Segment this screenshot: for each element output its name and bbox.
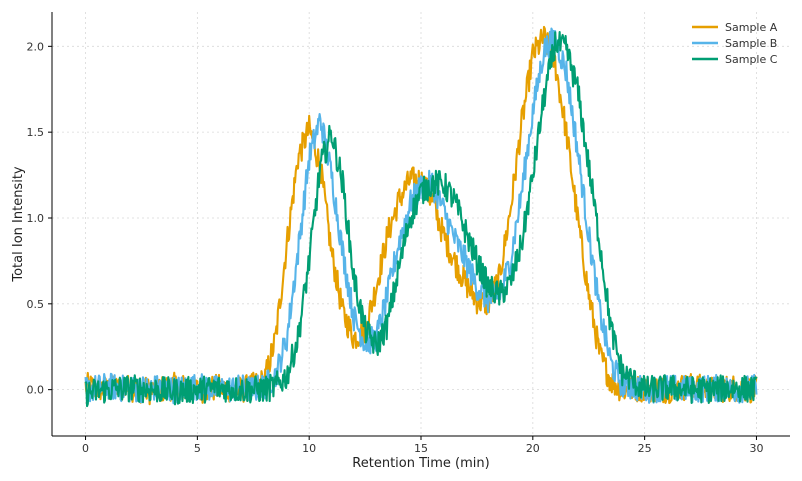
- x-tick-label: 15: [414, 442, 428, 455]
- y-tick-label: 1.5: [27, 126, 45, 139]
- y-ticks: 0.0 0.5 1.0 1.5 2.0: [27, 40, 52, 397]
- series-layer: [84, 25, 758, 408]
- x-axis-label: Retention Time (min): [352, 456, 489, 471]
- grid: [52, 12, 790, 436]
- y-tick-label: 2.0: [27, 40, 45, 53]
- series-line: [84, 30, 758, 408]
- legend-label: Sample C: [725, 53, 778, 66]
- legend-label: Sample A: [725, 21, 778, 34]
- x-tick-label: 30: [749, 442, 763, 455]
- x-ticks: 0 5 10 15 20 25 30: [82, 436, 763, 455]
- x-tick-label: 0: [82, 442, 89, 455]
- x-tick-label: 20: [526, 442, 540, 455]
- x-tick-label: 25: [638, 442, 652, 455]
- x-tick-label: 10: [302, 442, 316, 455]
- y-tick-label: 1.0: [27, 212, 45, 225]
- y-tick-label: 0.5: [27, 298, 45, 311]
- legend-label: Sample B: [725, 37, 777, 50]
- y-axis-label: Total Ion Intensity: [11, 166, 26, 283]
- x-tick-label: 5: [194, 442, 201, 455]
- legend: Sample A Sample B Sample C: [692, 21, 778, 66]
- y-tick-label: 0.0: [27, 384, 45, 397]
